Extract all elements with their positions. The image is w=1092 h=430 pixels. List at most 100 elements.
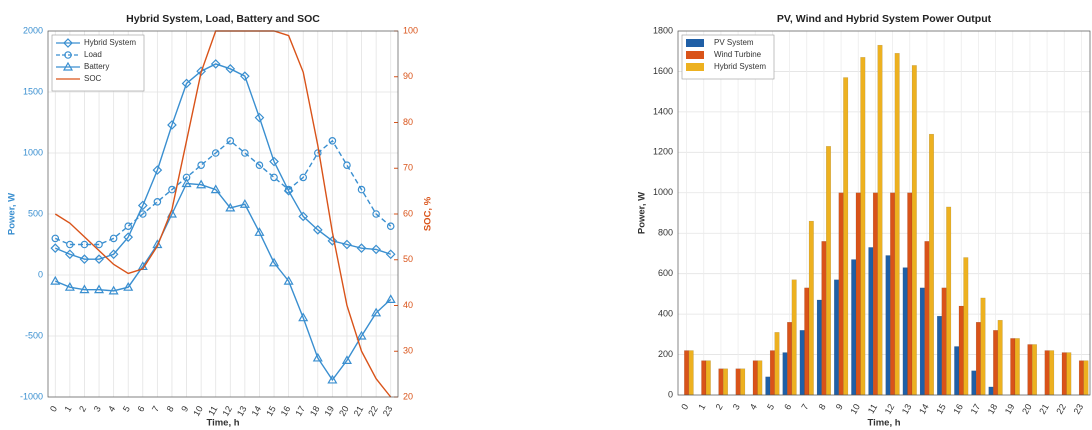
bar xyxy=(701,360,707,396)
bar xyxy=(821,241,827,396)
bar xyxy=(890,192,896,396)
bar xyxy=(1049,350,1055,396)
data-point xyxy=(50,275,61,285)
data-point xyxy=(64,281,75,291)
data-point xyxy=(181,78,192,89)
x-tick-label: 21 xyxy=(1037,402,1051,416)
x-tick-label: 9 xyxy=(179,404,190,413)
x-tick-label: 18 xyxy=(308,404,322,418)
y-tick-label: 1200 xyxy=(653,147,673,157)
y-tick-label: 1800 xyxy=(653,25,673,35)
x-tick-label: 0 xyxy=(48,404,59,413)
bar xyxy=(816,299,822,396)
bar xyxy=(941,287,947,396)
data-point xyxy=(254,112,265,123)
x-tick-label: 22 xyxy=(366,404,380,418)
data-point xyxy=(327,235,338,246)
plot-frame xyxy=(677,30,1091,396)
legend-label: Battery xyxy=(84,62,109,71)
data-point xyxy=(152,165,163,175)
data-point xyxy=(385,249,396,260)
bar xyxy=(894,53,900,396)
bar xyxy=(765,376,771,396)
y2-tick-label: 40 xyxy=(403,300,413,310)
data-point xyxy=(312,225,323,235)
x-tick-label: 2 xyxy=(714,402,725,411)
legend: PV System Wind Turbine Hybrid System xyxy=(681,34,775,80)
data-point xyxy=(269,156,279,167)
data-point xyxy=(65,249,75,260)
bar xyxy=(705,360,711,396)
legend-label: Hybrid System xyxy=(84,38,136,47)
data-point xyxy=(371,244,381,255)
x-tick-label: 10 xyxy=(191,404,205,418)
x-tick-label: 15 xyxy=(934,402,948,416)
legend: Hybrid System Load Battery SOC xyxy=(51,34,145,92)
y-tick-label: 2000 xyxy=(23,25,43,35)
legend-swatch xyxy=(686,51,704,59)
x-tick-label: 13 xyxy=(900,402,914,416)
data-point xyxy=(108,249,119,260)
legend-marker xyxy=(63,38,73,48)
data-point xyxy=(168,185,176,194)
x-tick-label: 7 xyxy=(150,404,161,413)
x-tick-label: 14 xyxy=(250,404,264,418)
data-point xyxy=(342,239,352,250)
chart-title: PV, Wind and Hybrid System Power Output xyxy=(777,13,992,25)
plot-area xyxy=(678,31,1090,395)
x-tick-label: 4 xyxy=(748,402,759,411)
bar xyxy=(735,368,741,396)
x-axis-label: Time, h xyxy=(867,418,900,429)
bar xyxy=(993,330,999,396)
bar xyxy=(919,287,925,396)
bar xyxy=(902,267,908,396)
bar xyxy=(988,386,994,396)
chart-title: Hybrid System, Load, Battery and SOC xyxy=(126,13,320,25)
legend-label: SOC xyxy=(84,74,102,83)
data-point xyxy=(123,281,134,291)
y-tick-label: 800 xyxy=(658,228,673,238)
data-point xyxy=(94,254,104,264)
x-tick-label: 13 xyxy=(235,404,249,418)
bar xyxy=(718,368,724,396)
x-tick-label: 8 xyxy=(817,402,828,411)
legend-marker xyxy=(62,61,74,71)
data-point xyxy=(254,227,265,236)
data-point xyxy=(152,239,163,249)
y-tick-label: 0 xyxy=(38,269,43,279)
data-point xyxy=(225,63,236,74)
bar xyxy=(774,332,780,396)
data-point xyxy=(138,210,147,218)
x-tick-label: 22 xyxy=(1054,402,1068,416)
x-tick-label: 23 xyxy=(381,404,395,418)
y2-tick-label: 70 xyxy=(403,163,413,173)
x-tick-label: 5 xyxy=(121,404,132,413)
x-tick-label: 16 xyxy=(951,402,965,416)
y2-tick-label: 80 xyxy=(403,117,413,127)
bar xyxy=(1066,352,1072,396)
data-point xyxy=(241,149,249,157)
bar xyxy=(907,192,913,396)
data-point xyxy=(385,294,396,303)
y-tick-label: 1000 xyxy=(23,147,43,157)
bar xyxy=(975,322,981,396)
y2-tick-label: 20 xyxy=(403,391,413,401)
x-tick-label: 20 xyxy=(337,404,351,418)
data-point xyxy=(109,234,118,243)
y-tick-label: 0 xyxy=(668,389,673,399)
data-point xyxy=(123,232,134,243)
bar xyxy=(1083,360,1089,396)
bar xyxy=(963,257,969,396)
bar xyxy=(834,279,839,396)
data-point xyxy=(356,330,367,340)
data-point xyxy=(269,257,280,267)
data-point xyxy=(225,202,236,212)
x-tick-label: 9 xyxy=(834,402,845,411)
x-tick-label: 17 xyxy=(969,402,983,416)
legend-swatch xyxy=(686,63,704,71)
x-tick-label: 4 xyxy=(106,404,117,413)
x-tick-label: 20 xyxy=(1020,402,1034,416)
y-tick-label: 400 xyxy=(658,308,673,318)
bar xyxy=(860,57,866,396)
y-tick-label: -500 xyxy=(25,330,43,340)
